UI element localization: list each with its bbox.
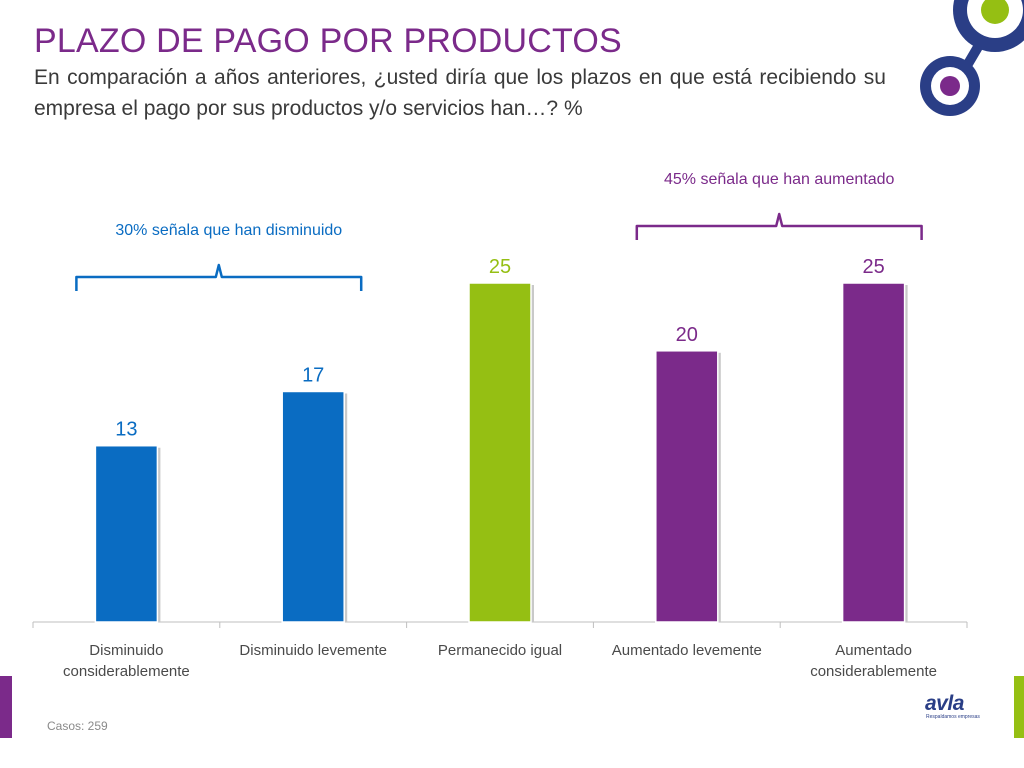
category-label: Permanecido igual [438,642,562,659]
sample-size-footnote: Casos: 259 [47,719,108,733]
bar-value-label: 25 [489,256,511,278]
category-label: Disminuido levemente [239,642,387,659]
right-accent-stripe [1014,676,1024,738]
category-label: Disminuido considerablemente [63,642,190,680]
left-accent-stripe [0,676,12,738]
page-title: PLAZO DE PAGO POR PRODUCTOS [34,22,622,60]
bar-4 [655,350,719,623]
bar-value-label: 25 [862,256,884,278]
group-bracket [75,263,363,291]
brand-tagline: Respaldamos empresas [926,714,980,720]
avla-logo: avla Respaldamos empresas [925,692,995,720]
category-label: Aumentado considerablemente [810,642,937,680]
category-label: Aumentado levemente [612,642,762,659]
group-annotation: 30% señala que han disminuido [115,222,342,239]
bar-value-label: 17 [302,364,324,386]
bar-value-label: 13 [115,419,137,441]
bar-5 [841,282,906,623]
group-bracket [635,212,923,240]
bar-3 [468,282,532,623]
bar-1 [94,444,159,623]
survey-question: En comparación a años anteriores, ¿usted… [34,66,886,120]
brand-wordmark: avla [925,692,964,715]
bar-2 [281,390,345,623]
bar-value-label: 20 [676,324,698,346]
group-annotation: 45% señala que han aumentado [664,171,895,188]
